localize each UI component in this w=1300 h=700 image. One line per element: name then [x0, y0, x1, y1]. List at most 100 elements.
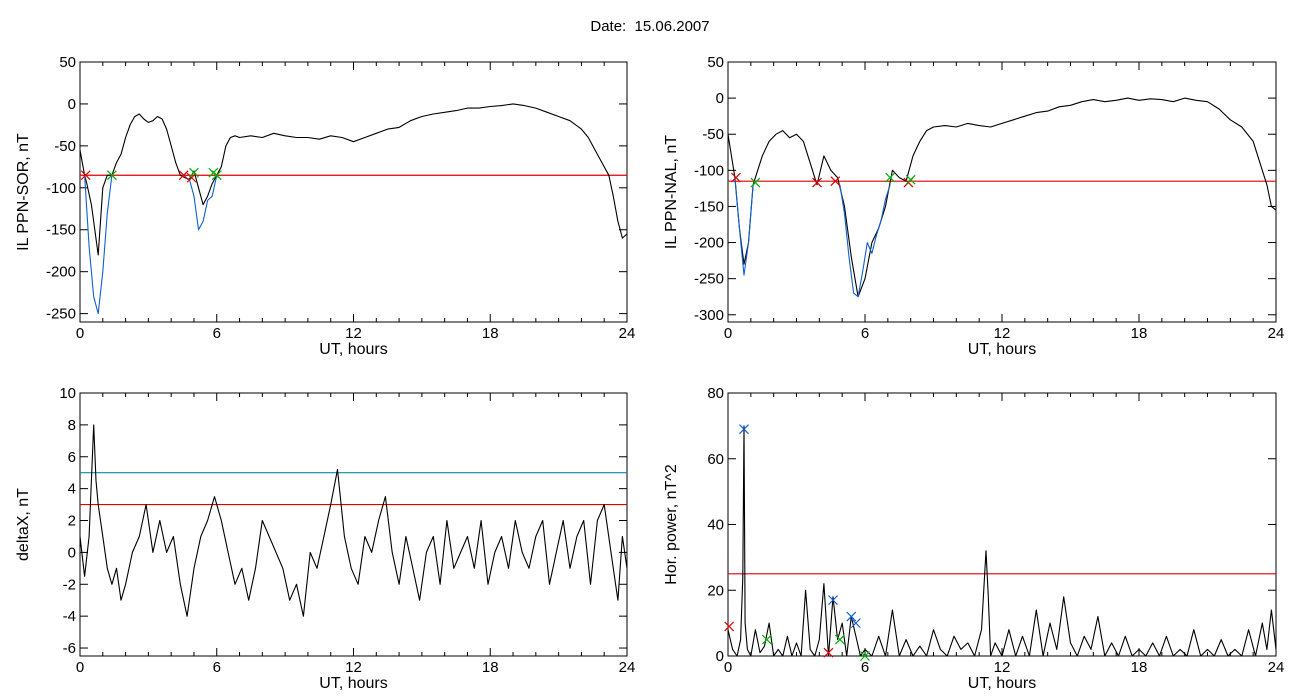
- x-tick-label: 24: [1268, 325, 1285, 342]
- event-marker: [812, 177, 822, 188]
- y-tick-label: 80: [707, 385, 724, 402]
- y-tick-label: 50: [707, 54, 724, 71]
- plot-frame: [727, 61, 1277, 323]
- event-marker: [106, 170, 117, 181]
- marker-stroke: [189, 167, 199, 178]
- marker-stroke: [812, 177, 822, 188]
- plot-frame: [727, 392, 1277, 657]
- x-tick-label: 18: [482, 325, 499, 342]
- series-line: [79, 103, 628, 256]
- y-tick-label: -200: [46, 264, 76, 281]
- x-axis-label: UT, hours: [968, 341, 1036, 358]
- marker-stroke: [860, 651, 870, 661]
- marker-stroke: [823, 647, 834, 658]
- series-line: [84, 175, 113, 315]
- event-marker: [830, 176, 841, 187]
- y-tick-label: -150: [46, 222, 76, 239]
- y-tick-label: -6: [63, 640, 76, 657]
- event-marker: [731, 172, 741, 183]
- event-marker: [178, 170, 189, 181]
- series-line: [188, 175, 218, 231]
- y-tick-label: -2: [63, 576, 76, 593]
- x-tick-label: 0: [724, 325, 732, 342]
- marker-stroke: [846, 611, 857, 622]
- y-tick-label: 40: [707, 517, 724, 534]
- marker-stroke: [724, 621, 735, 632]
- y-tick-label: -200: [694, 235, 724, 252]
- event-marker: [211, 170, 222, 181]
- series-line: [839, 184, 891, 298]
- y-axis-label: Hor. power, nT^2: [663, 464, 680, 585]
- event-marker: [823, 647, 834, 658]
- x-tick-label: 6: [213, 659, 221, 676]
- event-marker: [885, 172, 896, 183]
- marker-stroke: [830, 176, 841, 187]
- x-tick-label: 6: [861, 325, 869, 342]
- x-tick-label: 18: [1131, 659, 1148, 676]
- series-line: [727, 97, 1277, 298]
- series-line: [727, 425, 1277, 657]
- panel-hor-power: 0 6 12 18 24 0 20 40 60 80 UT, hours Hor. power, nT…: [663, 385, 1284, 692]
- x-tick-label: 18: [482, 659, 499, 676]
- marker-stroke: [208, 167, 219, 178]
- y-tick-label: 60: [707, 451, 724, 468]
- x-tick-label: 6: [213, 325, 221, 342]
- y-tick-label: -150: [694, 198, 724, 215]
- y-tick-label: 0: [68, 96, 76, 113]
- event-marker: [846, 611, 857, 622]
- series-line: [734, 177, 754, 276]
- y-tick-label: -250: [46, 306, 76, 323]
- x-tick-label: 12: [345, 659, 362, 676]
- marker-stroke: [211, 170, 222, 181]
- marker-stroke: [80, 170, 91, 181]
- y-tick-label: -300: [694, 307, 724, 324]
- figure-title: Date: 15.06.2007: [590, 18, 710, 35]
- y-tick-label: -250: [694, 271, 724, 288]
- event-marker: [850, 618, 861, 629]
- marker-stroke: [828, 595, 838, 606]
- y-tick-label: 20: [707, 582, 724, 599]
- y-tick-label: 0: [68, 544, 76, 561]
- panel-il-ppn-nal: 0 6 12 18 24 -300 -250 -200 -150 -100 -50 0 50 UT, ho…: [663, 54, 1284, 358]
- plot-frame: [79, 61, 628, 323]
- marker-stroke: [739, 424, 749, 435]
- event-marker: [834, 634, 845, 645]
- x-tick-label: 6: [861, 659, 869, 676]
- x-tick-label: 12: [345, 325, 362, 342]
- series-line: [79, 424, 628, 617]
- y-tick-label: 50: [59, 54, 76, 71]
- y-tick-label: 4: [68, 481, 76, 498]
- marker-stroke: [905, 174, 916, 185]
- marker-stroke: [850, 618, 861, 629]
- y-axis-label: IL PPN-NAL, nT: [663, 135, 680, 249]
- y-tick-label: 6: [68, 449, 76, 466]
- event-marker: [80, 170, 91, 181]
- x-tick-label: 0: [724, 659, 732, 676]
- event-marker: [750, 177, 761, 188]
- panel-il-ppn-sor: 0 6 12 18 24 -250 -200 -150 -100 -50 0 50 UT, hours I…: [15, 54, 635, 358]
- x-axis-label: UT, hours: [319, 675, 387, 692]
- plot-frame: [79, 392, 628, 657]
- y-tick-label: -50: [702, 126, 724, 143]
- event-marker: [761, 634, 772, 645]
- marker-stroke: [178, 170, 189, 181]
- x-tick-label: 24: [619, 659, 636, 676]
- y-axis-label: deltaX, nT: [15, 488, 32, 561]
- x-tick-label: 24: [1268, 659, 1285, 676]
- x-tick-label: 0: [76, 325, 84, 342]
- y-tick-label: 0: [716, 648, 724, 665]
- event-marker: [189, 167, 199, 178]
- event-marker: [724, 621, 735, 632]
- marker-stroke: [731, 172, 741, 183]
- marker-stroke: [834, 634, 845, 645]
- x-tick-label: 24: [619, 325, 636, 342]
- marker-stroke: [750, 177, 761, 188]
- y-axis-label: IL PPN-SOR, nT: [15, 133, 32, 251]
- x-axis-label: UT, hours: [968, 675, 1036, 692]
- event-marker: [186, 172, 197, 183]
- y-tick-label: -100: [694, 162, 724, 179]
- marker-stroke: [106, 170, 117, 181]
- event-marker: [828, 595, 838, 606]
